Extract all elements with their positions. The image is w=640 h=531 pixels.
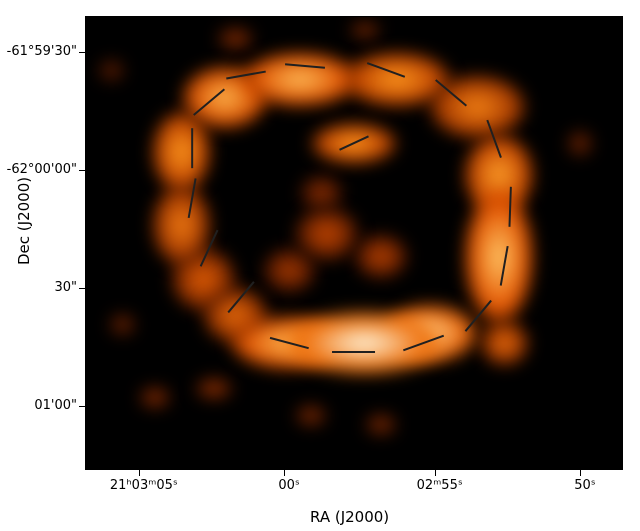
emission-blob <box>354 234 408 279</box>
x-tick-mark <box>580 470 581 476</box>
emission-blob <box>98 59 125 82</box>
emission-blob <box>217 27 255 50</box>
emission-blob <box>300 175 343 211</box>
emission-blob <box>152 184 211 266</box>
emission-blob <box>349 21 381 39</box>
x-tick-mark <box>284 470 285 476</box>
y-tick-mark <box>79 170 85 171</box>
y-tick-mark <box>79 52 85 53</box>
emission-blob <box>567 130 594 157</box>
x-tick-mark <box>139 470 140 476</box>
emission-blob <box>195 377 233 400</box>
emission-blob <box>464 189 534 325</box>
x-tick-label: 50ˢ <box>545 478 625 493</box>
emission-blob <box>295 207 360 261</box>
emission-blob <box>480 320 528 365</box>
y-tick-mark <box>79 406 85 407</box>
emission-blob <box>241 52 359 106</box>
emission-blob <box>109 313 136 336</box>
plot-area <box>85 16 623 470</box>
polarization-vector <box>332 351 375 353</box>
emission-blob <box>365 413 397 436</box>
x-axis-label: RA (J2000) <box>310 508 389 526</box>
emission-blob <box>139 386 171 409</box>
emission-blob <box>295 404 327 427</box>
x-tick-label: 02ᵐ55ˢ <box>400 478 480 493</box>
y-tick-label: 30" <box>54 280 77 295</box>
x-tick-mark <box>435 470 436 476</box>
x-tick-label: 21ʰ03ᵐ05ˢ <box>104 478 184 493</box>
y-tick-label: -62°00'00" <box>7 162 77 177</box>
y-tick-label: 01'00" <box>34 398 77 413</box>
y-tick-mark <box>79 288 85 289</box>
y-axis-label: Dec (J2000) <box>15 177 33 265</box>
y-tick-label: -61°59'30" <box>7 44 77 59</box>
astro-figure: RA (J2000) Dec (J2000) 21ʰ03ᵐ05ˢ 00ˢ 02ᵐ55… <box>0 0 640 531</box>
x-tick-label: 00ˢ <box>249 478 329 493</box>
